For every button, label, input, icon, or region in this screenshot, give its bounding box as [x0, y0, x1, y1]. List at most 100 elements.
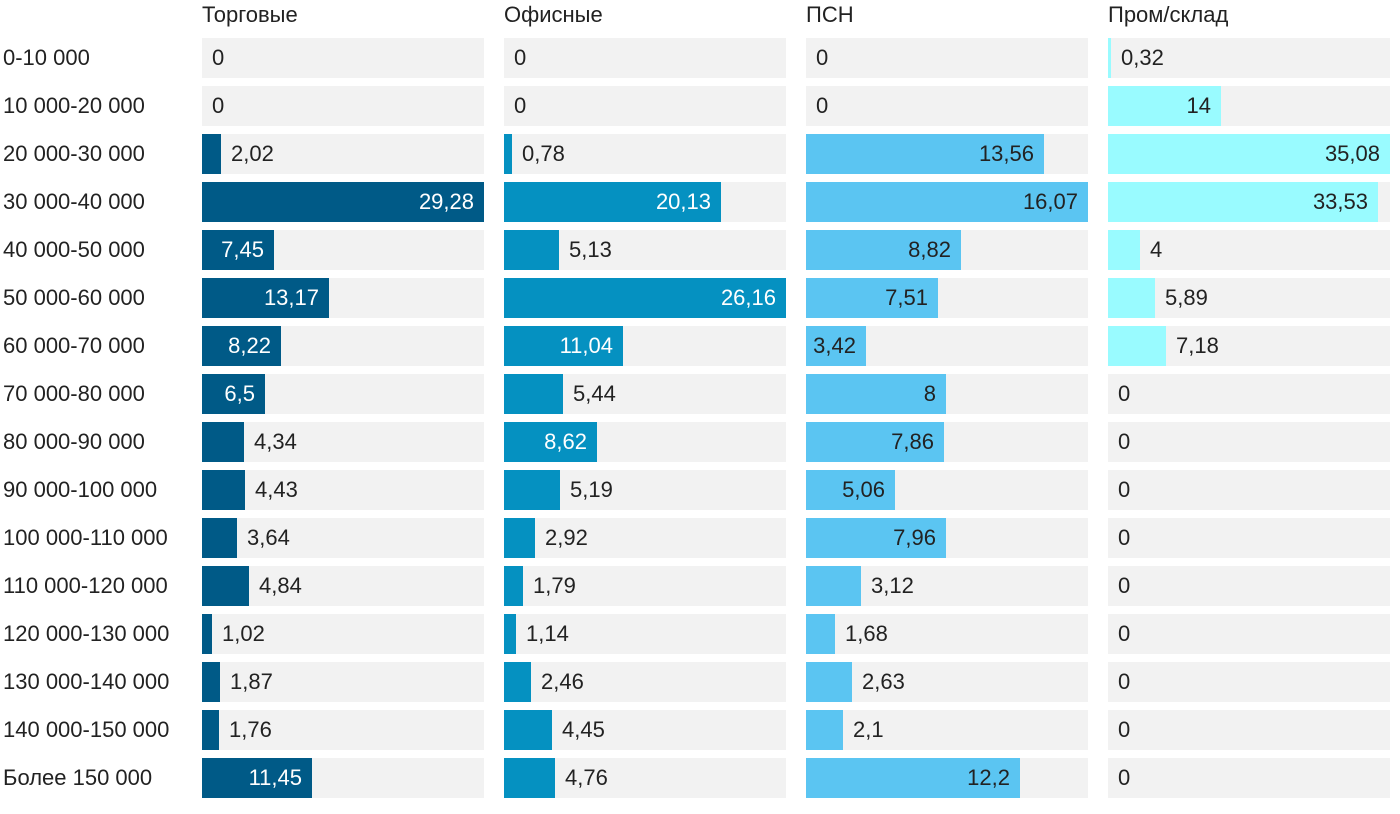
data-label: 8 [923, 381, 936, 406]
bar [202, 182, 484, 222]
bar [202, 422, 244, 462]
bar-track: 0 [1108, 374, 1390, 414]
bar [202, 758, 312, 798]
category-label: 130 000-140 000 [3, 669, 170, 694]
data-label: 4,76 [565, 765, 608, 790]
bar [806, 710, 843, 750]
bar [806, 230, 961, 270]
bar [806, 758, 1020, 798]
data-label: 20,13 [655, 189, 711, 214]
bar-track: 4,76 [504, 758, 786, 798]
bar-track: 4,45 [504, 710, 786, 750]
bar-track: 2,02 [202, 134, 484, 174]
data-label: 2,46 [541, 669, 584, 694]
bar-track: 1,68 [806, 614, 1088, 654]
bar-track: 5,13 [504, 230, 786, 270]
bar [1108, 182, 1378, 222]
data-label: 0 [514, 45, 527, 70]
data-label: 8,82 [908, 237, 951, 262]
bar [806, 518, 946, 558]
data-label: 7,86 [891, 429, 934, 454]
data-label: 3,42 [813, 333, 856, 358]
data-label: 0 [212, 93, 225, 118]
bar-track: 0,32 [1108, 38, 1390, 78]
bar [504, 710, 552, 750]
bar-track: 1,02 [202, 614, 484, 654]
data-label: 0 [1118, 717, 1131, 742]
data-label: 0 [1118, 573, 1131, 598]
data-label: 8,22 [228, 333, 271, 358]
data-label: 1,76 [229, 717, 272, 742]
category-label: 20 000-30 000 [3, 141, 145, 166]
bar [1108, 134, 1390, 174]
data-label: 0 [816, 93, 829, 118]
series-title: Пром/склад [1108, 2, 1229, 27]
bar [504, 470, 560, 510]
bar [1108, 230, 1140, 270]
category-label: 60 000-70 000 [3, 333, 145, 358]
data-label: 2,63 [862, 669, 905, 694]
bar-track: 8,62 [504, 422, 786, 462]
bar [202, 230, 274, 270]
bar-track: 8,82 [806, 230, 1088, 270]
bar-track: 6,5 [202, 374, 484, 414]
bar-track: 7,18 [1108, 326, 1390, 366]
bar-track: 8 [806, 374, 1088, 414]
data-label: 7,96 [893, 525, 936, 550]
data-label: 7,18 [1176, 333, 1219, 358]
series-title: Торговые [202, 2, 298, 27]
data-label: 0 [1118, 765, 1131, 790]
bar-track: 0 [504, 38, 786, 78]
category-label: 10 000-20 000 [3, 93, 145, 118]
bar-track: 14 [1108, 86, 1390, 126]
bar-track: 1,79 [504, 566, 786, 606]
data-label: 3,64 [247, 525, 290, 550]
category-label: 80 000-90 000 [3, 429, 145, 454]
bar-track: 0 [806, 38, 1088, 78]
bar-track: 35,08 [1108, 134, 1390, 174]
bar-track: 0 [1108, 710, 1390, 750]
bar-track: 13,17 [202, 278, 484, 318]
bar [202, 518, 237, 558]
bar [806, 470, 895, 510]
bar-track: 0 [1108, 566, 1390, 606]
bar [202, 374, 265, 414]
category-label: 70 000-80 000 [3, 381, 145, 406]
bar-track: 0 [1108, 662, 1390, 702]
bar [504, 614, 516, 654]
data-label: 2,02 [231, 141, 274, 166]
data-label: 0,32 [1121, 45, 1164, 70]
bar-track: 5,06 [806, 470, 1088, 510]
bar [806, 422, 944, 462]
bar-track: 0 [202, 38, 484, 78]
bar-track: 0 [1108, 470, 1390, 510]
data-label: 4 [1150, 237, 1163, 262]
data-label: 6,5 [224, 381, 255, 406]
bar [1108, 278, 1155, 318]
bar-track: 2,1 [806, 710, 1088, 750]
data-label: 0 [514, 93, 527, 118]
bar-track: 0 [1108, 422, 1390, 462]
category-label: 110 000-120 000 [3, 573, 168, 598]
bar [806, 374, 946, 414]
series-title: Офисные [504, 2, 603, 27]
bar [202, 134, 221, 174]
bar-track: 2,46 [504, 662, 786, 702]
data-label: 35,08 [1324, 141, 1380, 166]
data-label: 4,84 [259, 573, 302, 598]
data-label: 2,1 [853, 717, 884, 742]
bar [202, 566, 249, 606]
bar [504, 230, 559, 270]
bar [504, 566, 523, 606]
data-label: 11,45 [248, 765, 302, 790]
data-label: 14 [1186, 93, 1211, 118]
bar-track: 11,04 [504, 326, 786, 366]
data-label: 1,02 [222, 621, 265, 646]
bar [202, 614, 212, 654]
data-label: 16,07 [1022, 189, 1078, 214]
data-label: 4,34 [254, 429, 297, 454]
bar-track: 0 [1108, 518, 1390, 558]
bar-track: 4 [1108, 230, 1390, 270]
bar [202, 662, 220, 702]
